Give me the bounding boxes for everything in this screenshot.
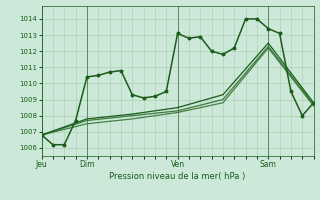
X-axis label: Pression niveau de la mer( hPa ): Pression niveau de la mer( hPa ): [109, 172, 246, 181]
